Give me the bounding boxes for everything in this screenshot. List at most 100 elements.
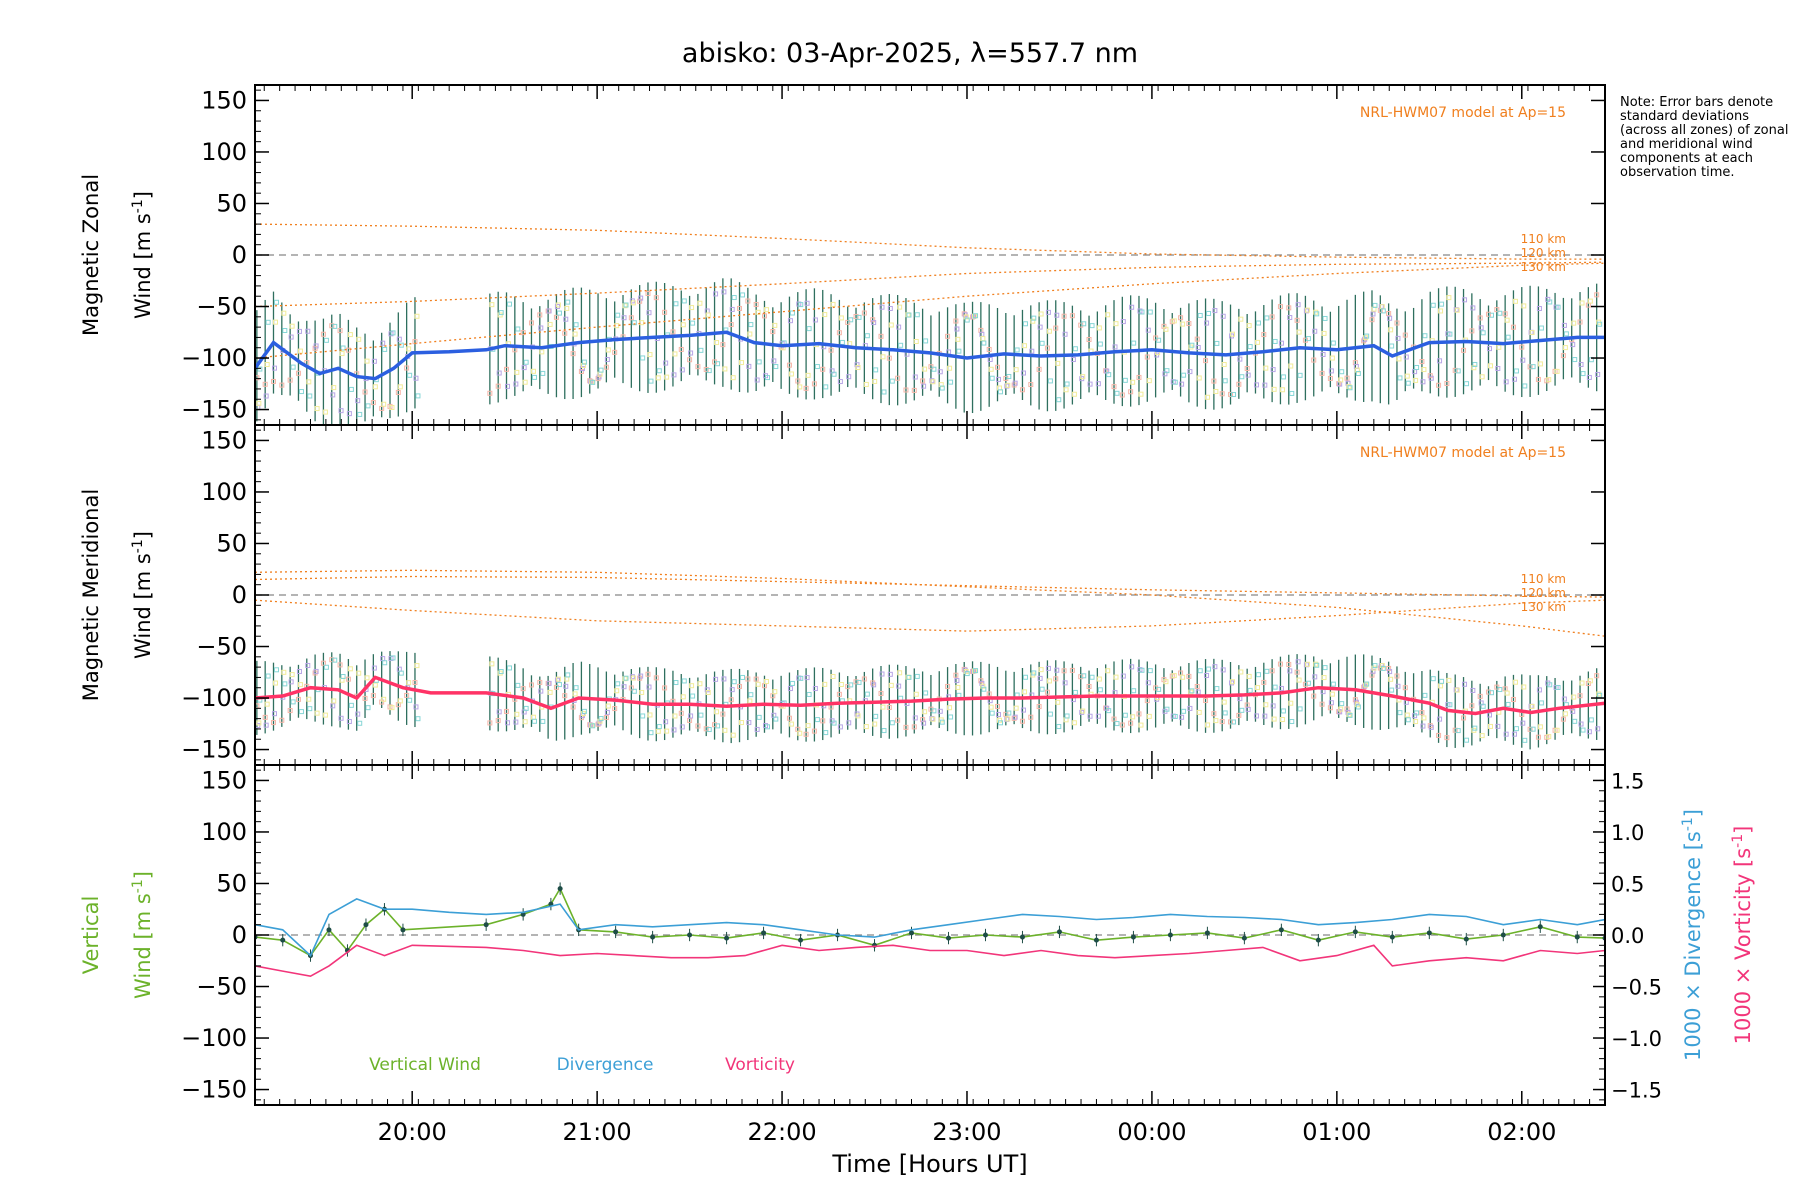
zone-marker xyxy=(547,689,553,695)
zone-marker xyxy=(1204,320,1210,326)
zone-marker xyxy=(1245,372,1251,378)
zone-marker xyxy=(381,696,387,702)
zone-marker xyxy=(390,655,396,661)
model-height-label: 130 km xyxy=(1521,260,1566,274)
zone-marker xyxy=(822,312,828,318)
zone-marker xyxy=(1156,686,1162,692)
zone-marker xyxy=(1579,300,1585,306)
zone-marker xyxy=(1419,710,1425,716)
zone-marker xyxy=(522,719,528,725)
zone-marker xyxy=(1214,686,1220,692)
zone-marker xyxy=(404,365,410,371)
zone-marker xyxy=(837,379,843,385)
zone-marker xyxy=(1444,380,1450,386)
zone-marker xyxy=(365,705,371,711)
zone-marker xyxy=(1105,312,1111,318)
zone-marker xyxy=(748,692,754,698)
zone-marker xyxy=(1511,376,1517,382)
zone-marker xyxy=(695,723,701,729)
zone-marker xyxy=(1510,696,1516,702)
zone-marker xyxy=(1503,731,1509,737)
zone-marker xyxy=(1255,672,1261,678)
zone-marker xyxy=(912,374,918,380)
zone-marker xyxy=(372,682,378,688)
zone-marker xyxy=(546,308,552,314)
zone-marker xyxy=(670,329,676,335)
zone-marker xyxy=(262,714,268,720)
zone-marker xyxy=(572,691,578,697)
zone-marker xyxy=(1538,325,1544,331)
zone-marker xyxy=(739,720,745,726)
zone-marker xyxy=(1470,687,1476,693)
zone-marker xyxy=(679,724,685,730)
zone-marker xyxy=(1527,364,1533,370)
zone-marker xyxy=(811,381,817,387)
zone-marker xyxy=(911,387,917,393)
zone-marker xyxy=(872,721,878,727)
zone-marker xyxy=(1280,374,1286,380)
zone-marker xyxy=(296,328,302,334)
y2-tick-label: 1.0 xyxy=(1611,821,1644,845)
zone-marker xyxy=(671,727,677,733)
zone-marker xyxy=(570,351,576,357)
panel-plot-area xyxy=(255,569,1605,750)
zone-marker xyxy=(830,674,836,680)
y-axis-label-line1: Vertical xyxy=(79,896,103,975)
zone-marker xyxy=(1288,363,1294,369)
zone-marker xyxy=(1114,721,1120,727)
zone-marker xyxy=(1178,315,1184,321)
zone-marker xyxy=(629,674,635,680)
zone-marker xyxy=(1369,317,1375,323)
zone-marker xyxy=(1295,659,1301,665)
model-curve-120km xyxy=(255,575,1605,598)
zone-marker xyxy=(648,378,654,384)
zone-marker xyxy=(1372,302,1378,308)
zone-marker xyxy=(271,365,277,371)
chart-title: abisko: 03-Apr-2025, λ=557.7 nm xyxy=(682,38,1138,69)
zone-marker xyxy=(955,336,961,342)
zone-marker xyxy=(928,364,934,370)
zone-marker xyxy=(523,705,529,711)
zone-marker xyxy=(289,323,295,329)
zone-marker xyxy=(380,340,386,346)
zone-marker xyxy=(680,694,686,700)
zone-marker xyxy=(1222,710,1228,716)
y-tick-label: −50 xyxy=(196,973,247,1001)
zone-marker xyxy=(845,319,851,325)
zone-marker xyxy=(839,339,845,345)
zone-marker xyxy=(1179,714,1185,720)
zone-marker xyxy=(964,671,970,677)
zone-marker xyxy=(1230,679,1236,685)
zone-marker xyxy=(1485,311,1491,317)
zone-marker xyxy=(1194,336,1200,342)
zone-marker xyxy=(390,330,396,336)
zone-marker xyxy=(880,704,886,710)
zone-marker xyxy=(787,318,793,324)
zone-marker xyxy=(1560,716,1566,722)
zone-marker xyxy=(698,347,704,353)
zone-marker xyxy=(1430,302,1436,308)
zone-marker xyxy=(504,366,510,372)
x-axis: 20:00 21:00 22:00 23:00 00:00 01:00 02:00 Time … xyxy=(378,1118,1557,1178)
zone-marker xyxy=(1147,668,1153,674)
zone-marker xyxy=(1156,337,1162,343)
zone-marker xyxy=(1313,661,1319,667)
zone-marker xyxy=(1172,379,1178,385)
zone-marker xyxy=(1579,680,1585,686)
zone-marker xyxy=(362,695,368,701)
zone-marker xyxy=(1594,673,1600,679)
zone-marker xyxy=(761,313,767,319)
zone-marker xyxy=(947,365,953,371)
zone-marker xyxy=(1287,315,1293,321)
zone-marker xyxy=(623,302,629,308)
zone-marker xyxy=(953,672,959,678)
zone-marker xyxy=(889,720,895,726)
zone-marker xyxy=(1244,366,1250,372)
zone-marker xyxy=(1054,312,1060,318)
vertical-point xyxy=(557,886,563,892)
zone-marker xyxy=(690,693,696,699)
zone-marker xyxy=(1105,668,1111,674)
meridional-wind-line xyxy=(255,675,1605,716)
model-height-label: 110 km xyxy=(1521,572,1566,586)
zone-marker xyxy=(1469,703,1475,709)
